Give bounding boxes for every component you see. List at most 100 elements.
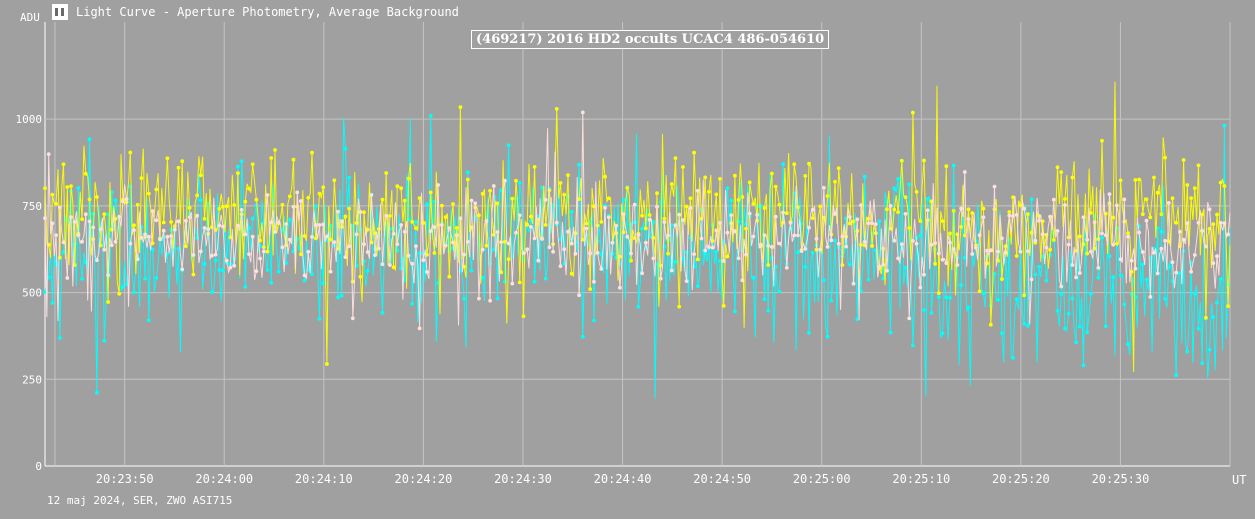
data-point <box>1100 235 1104 240</box>
data-point <box>1111 242 1116 247</box>
data-point <box>992 271 997 276</box>
app-icon[interactable] <box>52 4 68 20</box>
data-point <box>911 239 915 243</box>
data-point <box>310 235 314 239</box>
data-point <box>643 240 648 245</box>
data-point <box>681 165 685 169</box>
data-point <box>132 290 136 295</box>
data-point <box>955 263 960 267</box>
data-point <box>146 318 151 323</box>
data-point <box>562 192 567 197</box>
data-point <box>310 150 314 155</box>
x-tick-label: 20:25:10 <box>892 472 950 486</box>
data-point <box>744 226 748 231</box>
data-point <box>325 234 329 239</box>
data-point <box>1096 266 1101 270</box>
window-title: Light Curve - Aperture Photometry, Avera… <box>76 5 459 19</box>
data-point <box>847 215 852 219</box>
data-point <box>506 257 511 262</box>
data-point <box>1178 271 1182 276</box>
data-point <box>825 194 830 198</box>
data-point <box>547 245 552 250</box>
data-point <box>343 214 348 219</box>
data-point <box>291 204 296 209</box>
data-point <box>640 226 644 231</box>
data-point <box>1033 238 1038 243</box>
data-point <box>721 304 726 308</box>
data-point <box>1204 244 1208 249</box>
data-point <box>692 264 696 269</box>
data-point <box>1051 238 1056 242</box>
data-point <box>1085 330 1090 335</box>
data-point <box>1070 296 1075 301</box>
data-point <box>532 165 537 169</box>
data-point <box>643 226 648 231</box>
data-point <box>380 310 385 315</box>
data-point <box>1115 203 1119 208</box>
data-point <box>369 193 374 197</box>
data-point <box>339 293 344 298</box>
data-point <box>784 265 789 270</box>
data-point <box>810 207 815 212</box>
data-point <box>202 226 207 230</box>
data-point <box>996 249 1001 254</box>
data-point <box>647 213 652 217</box>
data-point <box>1226 283 1230 287</box>
data-point <box>807 225 811 230</box>
data-point <box>495 201 500 206</box>
data-point <box>554 220 559 225</box>
data-point <box>866 221 871 226</box>
data-point <box>135 257 140 261</box>
data-point <box>336 209 340 214</box>
data-point <box>936 295 941 299</box>
data-point <box>822 185 826 190</box>
data-point <box>43 216 47 221</box>
data-point <box>102 338 107 343</box>
data-point <box>725 186 730 191</box>
data-point <box>1044 278 1049 283</box>
data-point <box>703 175 708 180</box>
data-point <box>788 221 793 225</box>
data-point <box>751 201 756 206</box>
data-point <box>165 156 170 161</box>
data-point <box>1007 213 1012 218</box>
data-point <box>1140 262 1145 267</box>
data-point <box>343 255 348 259</box>
data-point <box>154 276 159 280</box>
data-point <box>128 241 133 246</box>
data-point <box>736 198 741 202</box>
data-point <box>1111 215 1116 220</box>
data-point <box>718 221 722 225</box>
data-point <box>907 182 912 187</box>
chart-title: (469217) 2016 HD2 occults UCAC4 486-0546… <box>471 30 830 49</box>
data-point <box>1059 284 1064 289</box>
data-point <box>236 171 240 176</box>
data-point <box>881 262 886 267</box>
data-point <box>428 190 433 195</box>
y-tick-label: 750 <box>22 200 42 213</box>
data-point <box>673 259 678 264</box>
data-point <box>699 236 704 241</box>
data-point <box>202 216 207 221</box>
data-point <box>651 220 656 224</box>
data-point <box>287 194 292 199</box>
data-point <box>1096 237 1101 242</box>
data-point <box>1226 232 1230 237</box>
data-point <box>733 173 737 178</box>
data-point <box>885 207 889 212</box>
data-point <box>1100 138 1104 143</box>
data-point <box>514 230 518 235</box>
data-point <box>243 232 248 237</box>
data-point <box>740 278 745 283</box>
data-point <box>673 156 678 161</box>
data-point <box>187 215 192 220</box>
data-point <box>273 148 277 152</box>
data-point <box>61 250 66 255</box>
data-point <box>829 238 834 243</box>
data-point <box>150 241 155 246</box>
data-point <box>981 291 986 296</box>
data-point <box>892 186 897 191</box>
data-point <box>599 220 604 224</box>
data-point <box>191 272 196 277</box>
